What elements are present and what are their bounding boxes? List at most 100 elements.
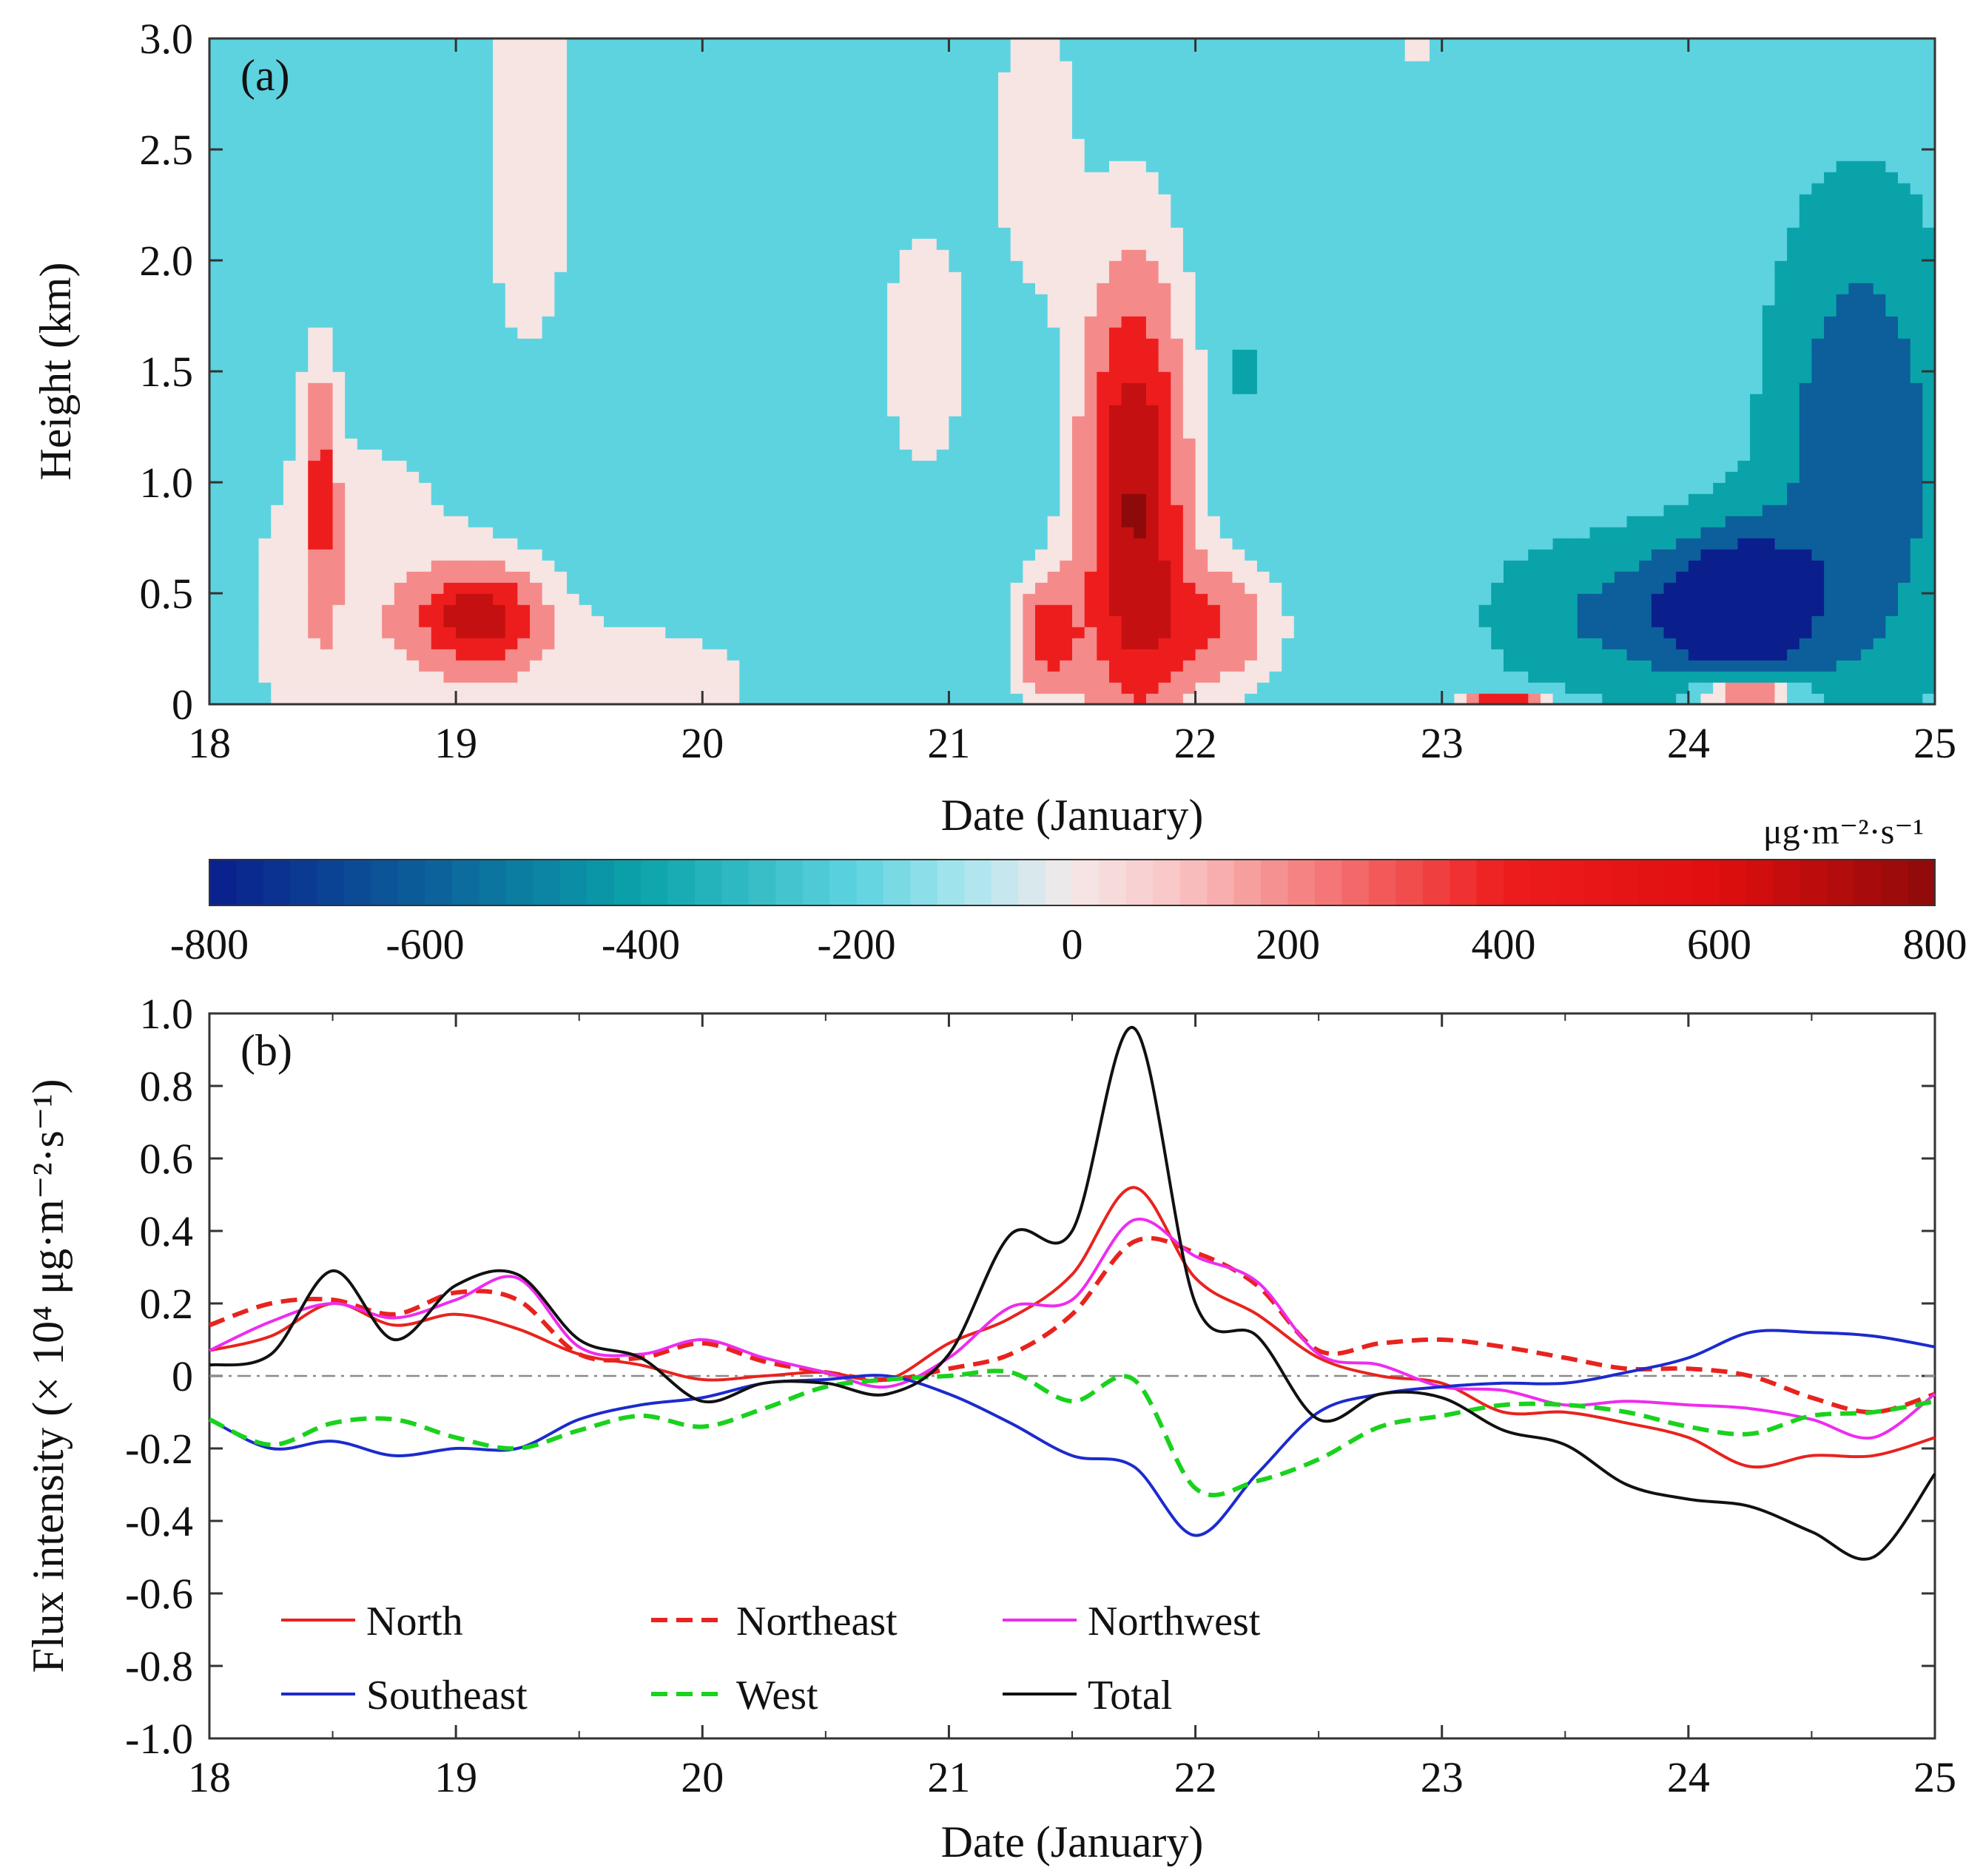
heatmap-cell <box>751 138 765 150</box>
heatmap-cell <box>419 72 432 84</box>
heatmap-cell <box>1134 305 1147 317</box>
heatmap-cell <box>949 127 962 139</box>
heatmap-cell <box>468 693 482 704</box>
heatmap-cell <box>973 671 987 683</box>
heatmap-cell <box>345 604 358 616</box>
heatmap-cell <box>788 671 802 683</box>
heatmap-cell <box>1010 294 1024 306</box>
heatmap-cell <box>764 471 778 483</box>
heatmap-cell <box>258 627 272 638</box>
heatmap-cell <box>616 549 630 561</box>
heatmap-cell <box>702 427 716 439</box>
heatmap-cell <box>776 349 790 361</box>
heatmap-cell <box>727 238 741 250</box>
heatmap-cell <box>998 38 1011 50</box>
heatmap-cell <box>258 305 272 317</box>
heatmap-cell <box>838 660 851 672</box>
heatmap-cell <box>369 205 383 217</box>
heatmap-cell <box>234 471 247 483</box>
heatmap-cell <box>1134 50 1147 61</box>
heatmap-cell <box>665 94 679 106</box>
heatmap-cell <box>1219 105 1233 117</box>
heatmap-cell <box>801 305 814 317</box>
heatmap-cell <box>924 405 937 416</box>
heatmap-cell <box>456 516 469 527</box>
heatmap-cell <box>825 138 839 150</box>
heatmap-cell <box>1060 693 1073 704</box>
heatmap-cell <box>739 116 753 128</box>
heatmap-cell <box>480 538 494 550</box>
heatmap-cell <box>480 294 494 306</box>
heatmap-cell <box>1134 538 1147 550</box>
heatmap-cell <box>776 172 790 183</box>
heatmap-cell <box>949 161 962 172</box>
heatmap-cell <box>936 338 950 350</box>
heatmap-cell <box>1158 482 1172 494</box>
heatmap-cell <box>899 438 913 450</box>
heatmap-cell <box>308 349 321 361</box>
heatmap-cell <box>628 449 642 461</box>
heatmap-cell <box>887 549 900 561</box>
heatmap-cell <box>678 593 691 605</box>
heatmap-cell <box>690 460 704 472</box>
heatmap-cell <box>788 527 802 539</box>
heatmap-cell <box>542 216 556 228</box>
heatmap-cell <box>1145 316 1159 328</box>
heatmap-cell <box>912 238 925 250</box>
heatmap-cell <box>628 194 642 206</box>
heatmap-cell <box>1121 505 1135 516</box>
heatmap-cell <box>308 660 321 672</box>
heatmap-cell <box>283 194 297 206</box>
heatmap-cell <box>653 416 667 428</box>
heatmap-cell <box>1145 649 1159 661</box>
heatmap-cell <box>850 238 863 250</box>
heatmap-cell <box>690 349 704 361</box>
heatmap-cell <box>406 516 420 527</box>
heatmap-cell <box>1232 527 1245 539</box>
heatmap-cell <box>813 105 826 117</box>
heatmap-cell <box>271 227 284 239</box>
heatmap-cell <box>665 449 679 461</box>
heatmap-cell <box>986 538 999 550</box>
heatmap-cell <box>1158 138 1172 150</box>
heatmap-cell <box>801 660 814 672</box>
heatmap-cell <box>283 549 297 561</box>
heatmap-cell <box>258 438 272 450</box>
heatmap-cell <box>431 327 445 339</box>
heatmap-cell <box>887 94 900 106</box>
heatmap-cell <box>332 360 346 372</box>
heatmap-cell <box>419 138 432 150</box>
heatmap-cell <box>961 360 974 372</box>
heatmap-cell <box>788 449 802 461</box>
heatmap-cell <box>776 194 790 206</box>
heatmap-cell <box>912 693 925 704</box>
heatmap-cell <box>825 116 839 128</box>
heatmap-cell <box>887 660 900 672</box>
heatmap-cell <box>431 560 445 572</box>
heatmap-cell <box>714 549 728 561</box>
heatmap-cell <box>641 371 654 383</box>
heatmap-cell <box>493 283 506 294</box>
heatmap-cell <box>517 693 531 704</box>
heatmap-cell <box>1145 371 1159 383</box>
heatmap-cell <box>567 549 580 561</box>
heatmap-cell <box>443 327 457 339</box>
heatmap-cell <box>1109 271 1122 283</box>
heatmap-cell <box>776 382 790 394</box>
heatmap-cell <box>850 94 863 106</box>
heatmap-cell <box>1171 349 1184 361</box>
heatmap-cell <box>875 660 888 672</box>
heatmap-cell <box>665 83 679 95</box>
heatmap-cell <box>209 316 223 328</box>
heatmap-cell <box>332 138 346 150</box>
heatmap-cell <box>850 172 863 183</box>
heatmap-cell <box>456 327 469 339</box>
heatmap-cell <box>579 693 593 704</box>
heatmap-cell <box>1023 138 1036 150</box>
heatmap-cell <box>456 194 469 206</box>
heatmap-cell <box>924 305 937 317</box>
heatmap-cell <box>813 438 826 450</box>
heatmap-cell <box>1109 260 1122 272</box>
heatmap-cell <box>345 571 358 583</box>
heatmap-cell <box>456 505 469 516</box>
